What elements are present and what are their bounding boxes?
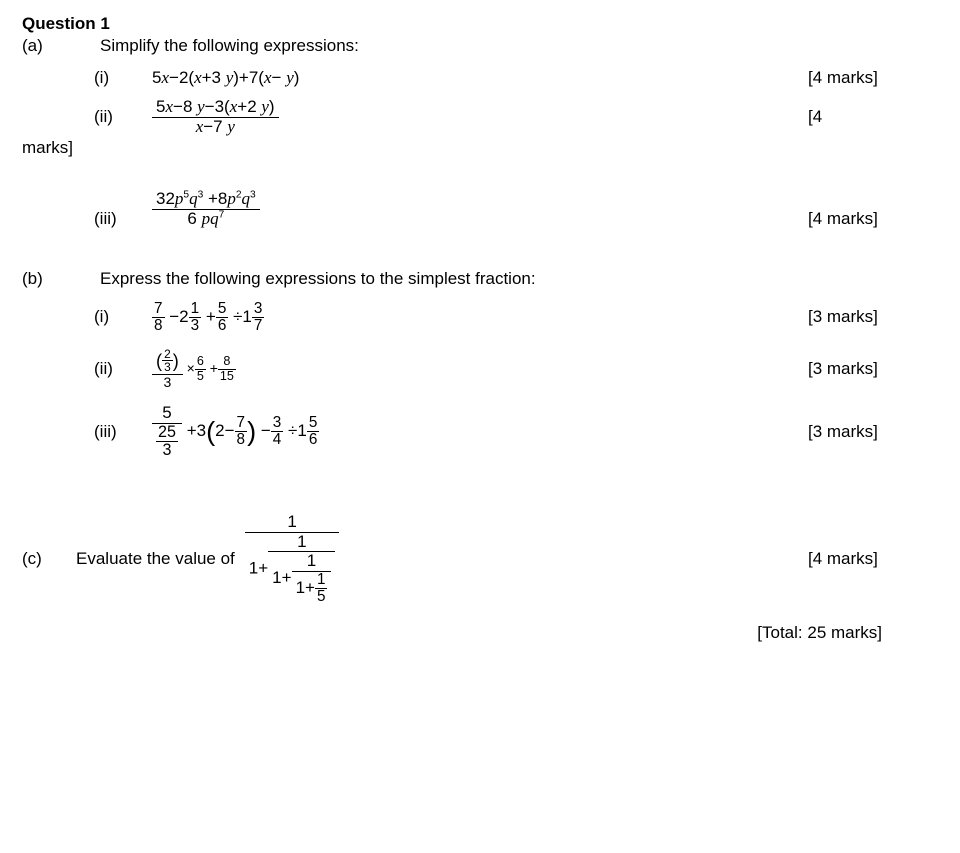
a-iii-expression: 32p5q3 +8p2q3 6 pq7 — [152, 190, 808, 228]
b-i-marks: [3 marks] — [808, 307, 938, 327]
c-marks: [4 marks] — [808, 549, 938, 569]
b-iii-expression: 5 253 +3(2−78) −34 ÷156 — [152, 404, 808, 459]
part-b-prompt: Express the following expressions to the… — [100, 269, 938, 289]
a-i-marks: [4 marks] — [808, 68, 938, 88]
a-ii-expression: 5x−8 y−3(x+2 y) x−7 y — [152, 98, 778, 136]
total-marks: [Total: 25 marks] — [22, 623, 938, 643]
part-b-label: (b) — [22, 269, 100, 289]
b-iii-marks: [3 marks] — [808, 422, 938, 442]
b-i-expression: 78 −213 +56 ÷137 — [152, 301, 808, 334]
a-ii-label: (ii) — [22, 107, 152, 127]
part-c-prompt: Evaluate the value of — [76, 549, 245, 569]
c-expression: 1 1+ 1 1+ 1 1+15 — [245, 513, 808, 605]
b-iii-label: (iii) — [22, 422, 152, 442]
b-ii-label: (ii) — [22, 359, 152, 379]
b-ii-expression: (23) 3 ×65 +815 — [152, 348, 808, 390]
a-i-label: (i) — [22, 68, 152, 88]
b-ii-marks: [3 marks] — [808, 359, 938, 379]
a-ii-marks-prefix: [4 — [778, 107, 938, 127]
question-title: Question 1 — [22, 14, 938, 34]
a-iii-label: (iii) — [22, 209, 152, 229]
a-i-expression: 5x−2(x+3 y)+7(x− y) — [152, 68, 808, 88]
part-a-prompt: Simplify the following expressions: — [100, 36, 938, 56]
part-c-label: (c) — [22, 549, 76, 569]
part-a-label: (a) — [22, 36, 100, 56]
a-ii-marks-suffix: marks] — [22, 138, 938, 158]
a-iii-marks: [4 marks] — [808, 209, 938, 229]
b-i-label: (i) — [22, 307, 152, 327]
